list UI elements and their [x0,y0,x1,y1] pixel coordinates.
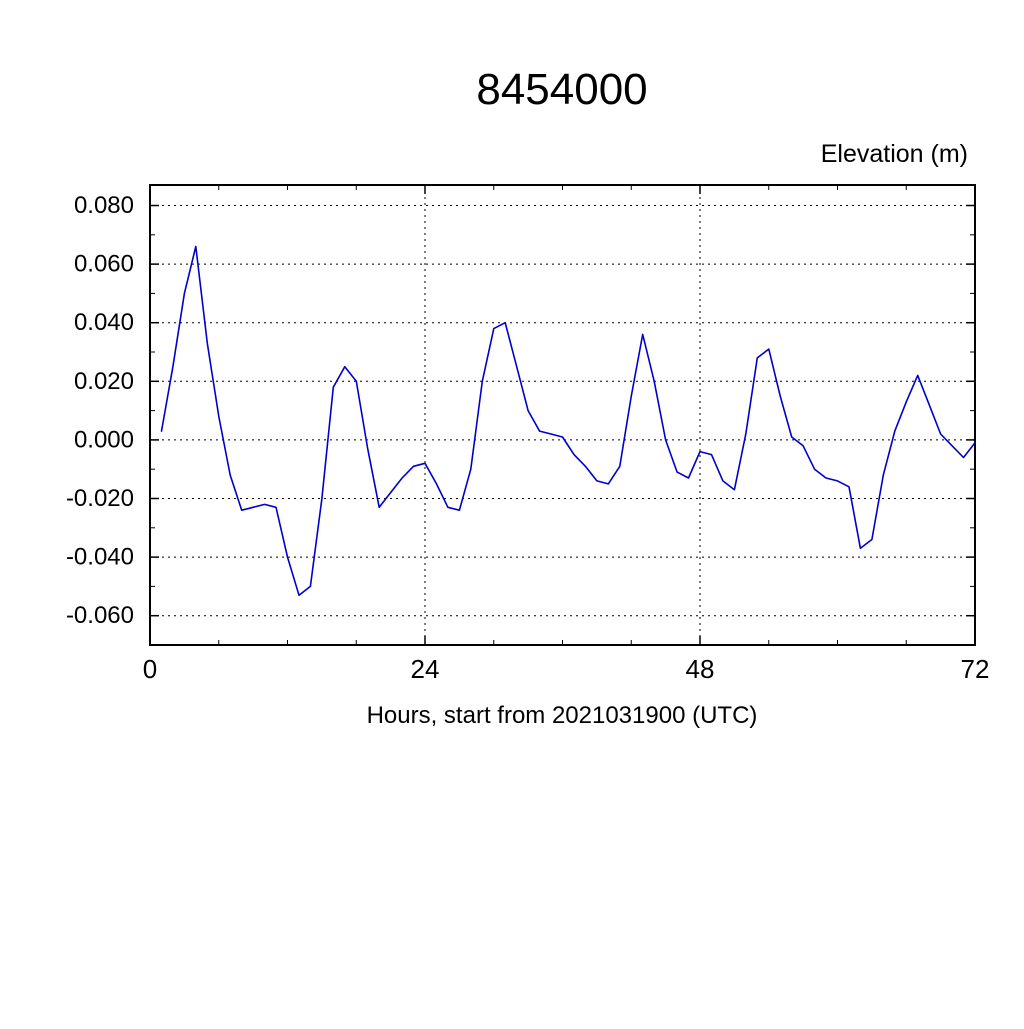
chart-title: 8454000 [476,65,647,114]
y-tick-label: -0.040 [66,544,134,571]
y-tick-label: 0.060 [74,251,134,278]
x-tick-label: 24 [411,654,440,684]
x-tick-label: 0 [143,654,157,684]
y-tick-label: 0.080 [74,192,134,219]
x-axis-label: Hours, start from 2021031900 (UTC) [367,702,758,729]
y-tick-label: -0.060 [66,602,134,629]
y-tick-label: 0.040 [74,309,134,336]
x-tick-label: 48 [686,654,715,684]
plot-frame [149,184,976,646]
y-axis-title: Elevation (m) [821,140,968,168]
y-tick-label: 0.020 [74,368,134,395]
elevation-line [160,245,976,596]
y-tick-label: -0.020 [66,485,134,512]
x-tick-label: 72 [961,654,990,684]
y-tick-label: 0.000 [74,426,134,453]
